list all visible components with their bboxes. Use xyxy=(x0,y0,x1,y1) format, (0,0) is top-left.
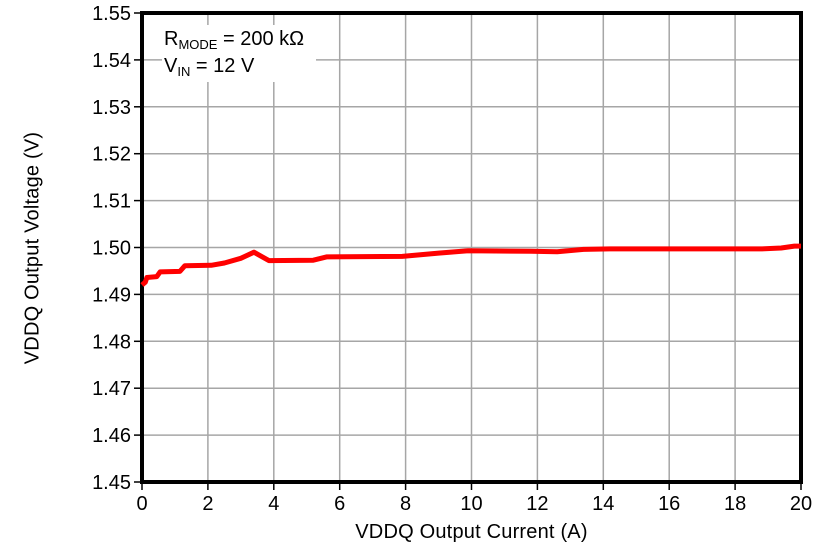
annotation-rmode-base: R xyxy=(164,28,179,50)
x-tick-label: 8 xyxy=(400,493,411,515)
x-tick-label: 20 xyxy=(790,493,812,515)
x-tick-label: 2 xyxy=(202,493,213,515)
y-tick-label: 1.46 xyxy=(92,425,131,447)
annotation-rmode-sub: MODE xyxy=(178,37,218,52)
x-tick-label: 4 xyxy=(268,493,279,515)
x-tick-label: 12 xyxy=(526,493,548,515)
annotation-rmode-rest: = 200 kΩ xyxy=(217,28,305,50)
x-tick-label: 16 xyxy=(658,493,680,515)
x-tick-label: 18 xyxy=(724,493,746,515)
annotation-vin-sub: IN xyxy=(177,64,191,79)
annotation-line-vin: VIN = 12 V xyxy=(164,53,304,80)
x-tick-label: 14 xyxy=(592,493,614,515)
y-tick-label: 1.53 xyxy=(92,97,131,119)
annotation-vin-rest: = 12 V xyxy=(190,55,255,77)
x-tick-label: 0 xyxy=(136,493,147,515)
y-tick-label: 1.51 xyxy=(92,191,131,213)
y-tick-label: 1.48 xyxy=(92,331,131,353)
annotation-vin-base: V xyxy=(164,55,178,77)
x-tick-label: 6 xyxy=(334,493,345,515)
y-tick-label: 1.55 xyxy=(92,3,131,25)
y-tick-label: 1.50 xyxy=(92,238,131,260)
y-tick-label: 1.54 xyxy=(92,50,131,72)
y-tick-label: 1.47 xyxy=(92,378,131,400)
x-tick-label: 10 xyxy=(460,493,482,515)
series-line-vddq-output-voltage xyxy=(140,243,801,287)
y-tick-label: 1.49 xyxy=(92,284,131,306)
y-tick-label: 1.45 xyxy=(92,472,131,494)
annotation-line-rmode: RMODE = 200 kΩ xyxy=(164,26,304,53)
annotation: RMODE = 200 kΩ VIN = 12 V xyxy=(162,25,317,82)
y-tick-label: 1.52 xyxy=(92,144,131,166)
x-axis-label: VDDQ Output Current (A) xyxy=(355,521,588,543)
